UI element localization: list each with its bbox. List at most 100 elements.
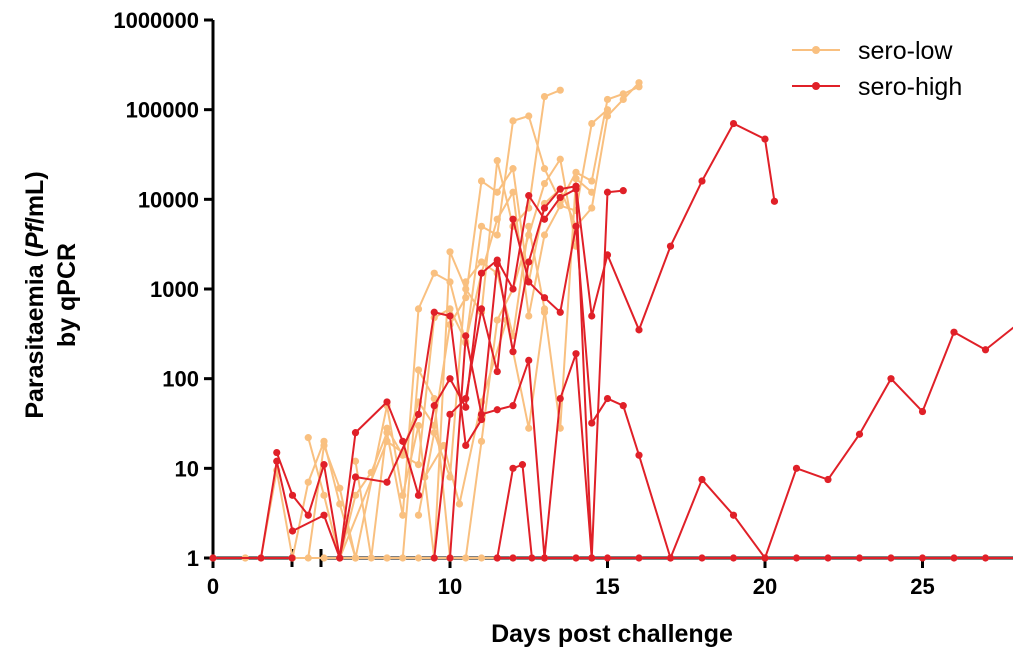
data-point xyxy=(462,394,470,403)
y-tick-label: 1000000 xyxy=(113,8,199,33)
legend-label-sero-high: sero-high xyxy=(858,73,962,101)
data-point xyxy=(729,119,738,128)
series-line xyxy=(291,89,561,559)
data-point xyxy=(288,491,297,499)
data-point xyxy=(509,215,517,223)
data-point xyxy=(603,106,612,114)
legend: sero-low sero-high xyxy=(792,37,962,101)
data-point xyxy=(824,475,832,484)
data-point xyxy=(855,554,864,562)
data-point xyxy=(383,478,391,486)
data-point xyxy=(619,95,627,104)
data-point xyxy=(320,511,328,519)
data-point xyxy=(770,197,779,205)
data-point xyxy=(572,182,580,190)
y-tick-label: 1000 xyxy=(150,277,199,302)
data-point xyxy=(462,332,470,340)
data-point xyxy=(635,554,643,562)
series-line xyxy=(260,122,776,559)
data-point xyxy=(320,491,328,499)
data-point xyxy=(430,421,438,430)
data-point xyxy=(792,464,801,472)
data-point xyxy=(603,112,612,120)
data-point xyxy=(556,193,564,202)
data-point xyxy=(414,410,423,418)
data-point xyxy=(383,554,391,562)
data-point xyxy=(540,231,549,239)
data-point xyxy=(698,475,706,484)
data-point xyxy=(462,441,470,450)
data-point xyxy=(351,457,360,465)
data-point xyxy=(304,478,312,486)
data-point xyxy=(509,188,517,196)
data-point xyxy=(336,500,344,508)
data-point xyxy=(556,202,564,210)
data-point xyxy=(556,394,564,403)
data-point xyxy=(792,554,801,562)
data-point xyxy=(446,305,454,313)
data-point xyxy=(981,554,990,562)
data-point xyxy=(509,117,517,125)
data-point xyxy=(588,204,596,212)
series-line xyxy=(433,218,1013,559)
data-point xyxy=(414,305,423,313)
series-sero-high xyxy=(493,461,536,562)
data-point xyxy=(603,188,612,196)
data-point xyxy=(351,429,360,437)
data-point xyxy=(540,308,549,316)
data-point xyxy=(209,554,217,562)
data-point xyxy=(588,419,596,427)
data-point xyxy=(635,451,643,459)
data-point xyxy=(509,285,517,293)
data-point xyxy=(257,554,265,562)
series-sero-high xyxy=(493,554,1013,562)
data-point xyxy=(525,222,533,230)
data-point xyxy=(540,92,549,101)
data-point xyxy=(556,86,564,94)
data-point xyxy=(462,278,470,286)
data-point xyxy=(477,177,486,185)
y-axis-title-line1: Parasitaemia (Pf/mL) xyxy=(21,171,49,418)
series-sero-high xyxy=(446,332,596,562)
data-point xyxy=(761,135,769,143)
y-axis-title: Parasitaemia (Pf/mL) by qPCR xyxy=(21,171,81,418)
series-sero-low xyxy=(351,106,612,562)
data-point xyxy=(635,83,643,91)
data-point xyxy=(304,554,312,562)
data-point xyxy=(619,402,627,410)
legend-marker-sero-low xyxy=(812,46,820,54)
y-tick-label: 10000 xyxy=(138,187,199,212)
data-point xyxy=(572,350,580,358)
y-tick-label: 1 xyxy=(187,546,199,571)
data-point xyxy=(367,554,375,562)
data-point xyxy=(336,554,344,562)
data-point xyxy=(414,421,423,430)
data-point xyxy=(666,554,675,562)
data-point xyxy=(761,554,769,562)
x-axis-title: Days post challenge xyxy=(491,620,733,648)
data-point xyxy=(950,554,958,562)
data-point xyxy=(540,179,549,188)
data-point xyxy=(493,215,501,223)
data-point xyxy=(446,278,454,286)
data-point xyxy=(351,554,360,562)
y-tick-label: 10 xyxy=(175,456,199,481)
x-tick-label: 10 xyxy=(438,574,462,599)
data-point xyxy=(493,316,501,324)
data-point xyxy=(729,511,738,519)
data-point xyxy=(887,375,895,383)
data-point xyxy=(525,424,533,432)
data-point xyxy=(414,511,423,519)
series-sero-high xyxy=(257,119,779,562)
data-point xyxy=(367,468,375,477)
x-tick-label: 0 xyxy=(207,574,219,599)
data-point xyxy=(556,185,564,193)
data-point xyxy=(572,168,580,176)
series-sero-low xyxy=(304,79,643,562)
data-point xyxy=(493,231,501,239)
data-point xyxy=(525,192,533,200)
data-point xyxy=(540,554,549,562)
data-point xyxy=(414,554,423,562)
data-point xyxy=(414,491,423,499)
data-point xyxy=(430,394,438,403)
